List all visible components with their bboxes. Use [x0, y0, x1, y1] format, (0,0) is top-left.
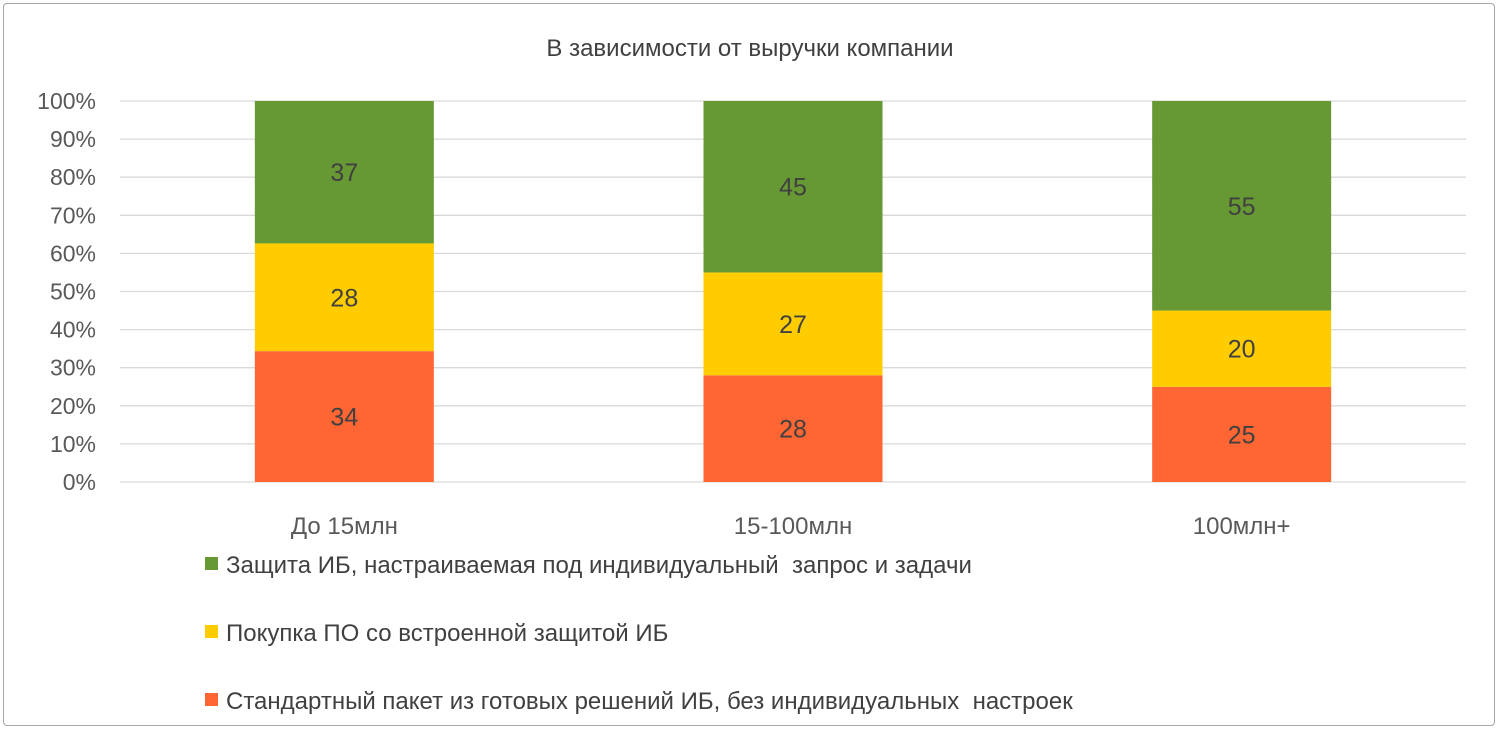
- bar-segment: [1152, 310, 1332, 387]
- legend-swatch: [205, 625, 218, 638]
- x-tick-label: 15-100млн: [734, 513, 853, 540]
- data-label: 45: [779, 174, 807, 202]
- y-tick-label: 70%: [50, 202, 96, 228]
- legend-swatch: [205, 693, 218, 706]
- bars: 34 28 37 28 27 45 25 20 55: [254, 101, 1332, 482]
- data-label: 27: [779, 311, 807, 339]
- bar-segment: [254, 351, 434, 482]
- y-tick-label: 90%: [50, 126, 96, 152]
- y-tick-label: 50%: [50, 279, 96, 305]
- y-tick-label: 0%: [63, 469, 96, 495]
- data-label: 25: [1228, 421, 1256, 449]
- y-tick-label: 40%: [50, 317, 96, 343]
- stacked-bar-chart: В зависимости от выручки компании 0% 10% 2…: [37, 35, 1466, 715]
- y-tick-label: 20%: [50, 393, 96, 419]
- y-tick-label: 30%: [50, 355, 96, 381]
- data-label: 20: [1228, 336, 1256, 364]
- chart-frame: В зависимости от выручки компании 0% 10% 2…: [3, 3, 1495, 726]
- bar-segment: [254, 101, 434, 244]
- legend-label: Покупка ПО со встроенной защитой ИБ: [226, 620, 668, 647]
- data-label: 28: [779, 416, 807, 444]
- legend-label: Защита ИБ, настраиваемая под индивидуаль…: [226, 552, 972, 579]
- bar-segment: [703, 272, 883, 376]
- bar-segment: [703, 375, 883, 482]
- data-label: 34: [330, 404, 358, 432]
- x-axis: До 15млн 15-100млн 100млн+: [291, 513, 1291, 540]
- y-tick-label: 80%: [50, 164, 96, 190]
- data-label: 28: [330, 284, 358, 312]
- legend-label: Стандартный пакет из готовых решений ИБ,…: [226, 688, 1073, 715]
- y-tick-label: 10%: [50, 431, 96, 457]
- data-label: 37: [330, 159, 358, 187]
- bar-segment: [1152, 386, 1332, 482]
- y-tick-label: 60%: [50, 240, 96, 266]
- y-tick-label: 100%: [37, 88, 96, 114]
- bar-segment: [703, 101, 883, 273]
- bar-segment: [1152, 101, 1332, 311]
- data-label: 55: [1228, 193, 1256, 221]
- x-tick-label: 100млн+: [1193, 513, 1291, 540]
- bar-segment: [254, 243, 434, 352]
- chart-title: В зависимости от выручки компании: [546, 35, 953, 62]
- y-axis: 0% 10% 20% 30% 40% 50% 60% 70% 80% 90% 100%: [37, 88, 96, 495]
- legend-swatch: [205, 557, 218, 570]
- legend: Защита ИБ, настраиваемая под индивидуаль…: [205, 552, 1073, 715]
- x-tick-label: До 15млн: [291, 513, 398, 540]
